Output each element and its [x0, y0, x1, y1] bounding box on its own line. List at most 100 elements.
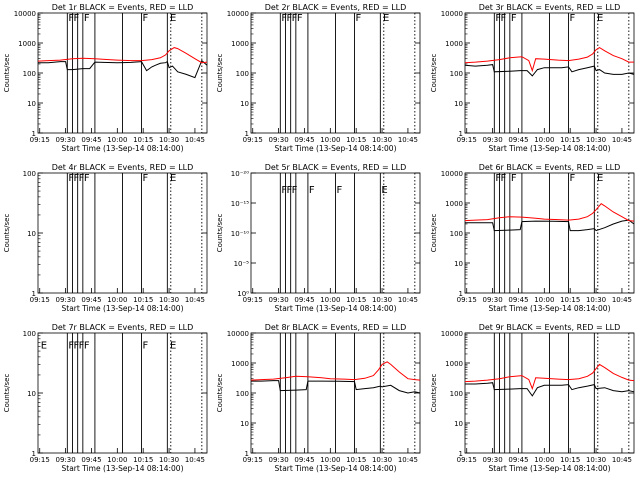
y-tick-label: 100 — [236, 70, 249, 78]
y-tick-label: 10000 — [227, 330, 249, 338]
flag-label: F — [495, 173, 501, 184]
y-tick-label: 10 — [454, 420, 463, 428]
x-tick-label: 10:15 — [133, 136, 153, 144]
y-axis-label: Counts/sec — [216, 214, 224, 253]
x-tick-label: 10:15 — [346, 456, 366, 464]
lld-series-line — [464, 47, 634, 73]
x-axis-label: Start Time (13-Sep-14 08:14:00) — [62, 304, 184, 313]
chart-svg: Det 5r BLACK = Events, RED = LLD 10⁰ 10⁻⁵ 1… — [216, 163, 421, 313]
y-tick-label: 10000 — [227, 10, 249, 18]
flag-label: F — [569, 13, 575, 24]
flag-label: F — [73, 13, 79, 24]
chart-title: Det 2r BLACK = Events, RED = LLD — [265, 3, 407, 12]
flag-label: E — [41, 340, 47, 351]
x-tick-label: 10:15 — [133, 296, 153, 304]
flag-label: F — [281, 13, 287, 24]
y-tick-label: 1 — [459, 450, 463, 458]
flag-label: F — [79, 173, 85, 184]
y-tick-label: 10000 — [441, 10, 463, 18]
x-tick-label: 09:45 — [81, 456, 101, 464]
events-series-line — [251, 380, 421, 394]
y-tick-label: 10 — [240, 100, 249, 108]
x-tick-label: 09:45 — [508, 456, 528, 464]
detector-panel: Det 2r BLACK = Events, RED = LLD 1 10 100 10… — [213, 0, 426, 160]
y-tick-label: 1 — [32, 290, 36, 298]
x-tick-label: 10:15 — [560, 456, 580, 464]
flag-label: F — [73, 340, 79, 351]
x-tick-label: 10:45 — [612, 456, 632, 464]
detector-panel: Det 7r BLACK = Events, RED = LLD 1 10 100 09… — [0, 320, 213, 480]
y-tick-label: 100 — [23, 70, 36, 78]
flag-label: F — [292, 185, 298, 196]
events-series-line — [465, 219, 635, 232]
chart-title: Det 9r BLACK = Events, RED = LLD — [479, 323, 621, 332]
chart-title: Det 3r BLACK = Events, RED = LLD — [479, 3, 621, 12]
y-axis-label: Counts/sec — [430, 54, 438, 93]
detector-panel: Det 9r BLACK = Events, RED = LLD 1 10 100 10… — [427, 320, 640, 480]
flag-label: F — [495, 13, 501, 24]
x-tick-label: 10:30 — [586, 296, 606, 304]
x-tick-label: 10:30 — [159, 456, 179, 464]
x-tick-label: 09:30 — [55, 136, 75, 144]
y-tick-label: 10 — [454, 260, 463, 268]
chart-title: Det 8r BLACK = Events, RED = LLD — [265, 323, 407, 332]
lld-series-line — [464, 203, 635, 222]
y-axis-label: Counts/sec — [3, 214, 11, 253]
detector-panel: Det 1r BLACK = Events, RED = LLD 1 10 100 10… — [0, 0, 213, 160]
y-axis-label: Counts/sec — [216, 374, 224, 413]
y-tick-label: 1 — [32, 130, 36, 138]
x-tick-label: 09:15 — [457, 136, 477, 144]
x-tick-label: 09:30 — [55, 456, 75, 464]
x-tick-label: 09:15 — [30, 296, 50, 304]
x-tick-label: 10:00 — [320, 456, 340, 464]
x-tick-label: 10:00 — [107, 136, 127, 144]
chart-title: Det 1r BLACK = Events, RED = LLD — [52, 3, 194, 12]
flag-label: E — [597, 13, 603, 24]
x-tick-label: 10:30 — [372, 296, 392, 304]
y-tick-label: 10 — [240, 420, 249, 428]
lld-series-line — [250, 361, 421, 381]
y-tick-label: 10 — [27, 100, 36, 108]
y-tick-label: 100 — [450, 390, 463, 398]
y-tick-label: 10000 — [441, 170, 463, 178]
x-axis-label: Start Time (13-Sep-14 08:14:00) — [275, 304, 397, 313]
flag-label: F — [337, 185, 343, 196]
flag-label: F — [142, 13, 148, 24]
x-tick-label: 10:45 — [612, 296, 632, 304]
x-axis-label: Start Time (13-Sep-14 08:14:00) — [489, 464, 611, 473]
y-tick-label: 1 — [245, 450, 249, 458]
chart-svg: Det 4r BLACK = Events, RED = LLD 1 10 100 09… — [3, 163, 208, 313]
flag-label: F — [84, 340, 90, 351]
y-tick-label: 100 — [450, 230, 463, 238]
x-axis-label: Start Time (13-Sep-14 08:14:00) — [62, 144, 184, 153]
chart-svg: Det 6r BLACK = Events, RED = LLD 1 10 100 10… — [430, 163, 635, 313]
x-tick-label: 10:30 — [586, 456, 606, 464]
x-tick-label: 09:30 — [268, 296, 288, 304]
x-tick-label: 10:45 — [398, 456, 418, 464]
y-tick-label: 10⁻¹⁵ — [231, 200, 249, 208]
flag-label: F — [84, 13, 90, 24]
y-axis-label: Counts/sec — [3, 54, 11, 93]
chart-svg: Det 8r BLACK = Events, RED = LLD 1 10 100 10… — [216, 323, 421, 473]
x-tick-label: 09:45 — [294, 136, 314, 144]
x-tick-label: 09:30 — [482, 456, 502, 464]
flag-label: F — [73, 173, 79, 184]
flag-label: E — [383, 13, 389, 24]
y-tick-label: 10 — [454, 100, 463, 108]
x-tick-label: 10:15 — [560, 136, 580, 144]
x-tick-label: 09:45 — [81, 136, 101, 144]
x-tick-label: 09:45 — [294, 456, 314, 464]
x-tick-label: 10:00 — [107, 296, 127, 304]
flag-label: F — [355, 13, 361, 24]
x-tick-label: 10:00 — [107, 456, 127, 464]
chart-title: Det 5r BLACK = Events, RED = LLD — [265, 163, 407, 172]
x-tick-label: 10:00 — [534, 136, 554, 144]
y-tick-label: 10 — [27, 390, 36, 398]
x-tick-label: 10:00 — [534, 456, 554, 464]
y-axis-label: Counts/sec — [430, 214, 438, 253]
x-tick-label: 09:45 — [508, 296, 528, 304]
flag-label: F — [68, 340, 74, 351]
flag-label: F — [511, 13, 517, 24]
y-tick-label: 1000 — [231, 360, 249, 368]
